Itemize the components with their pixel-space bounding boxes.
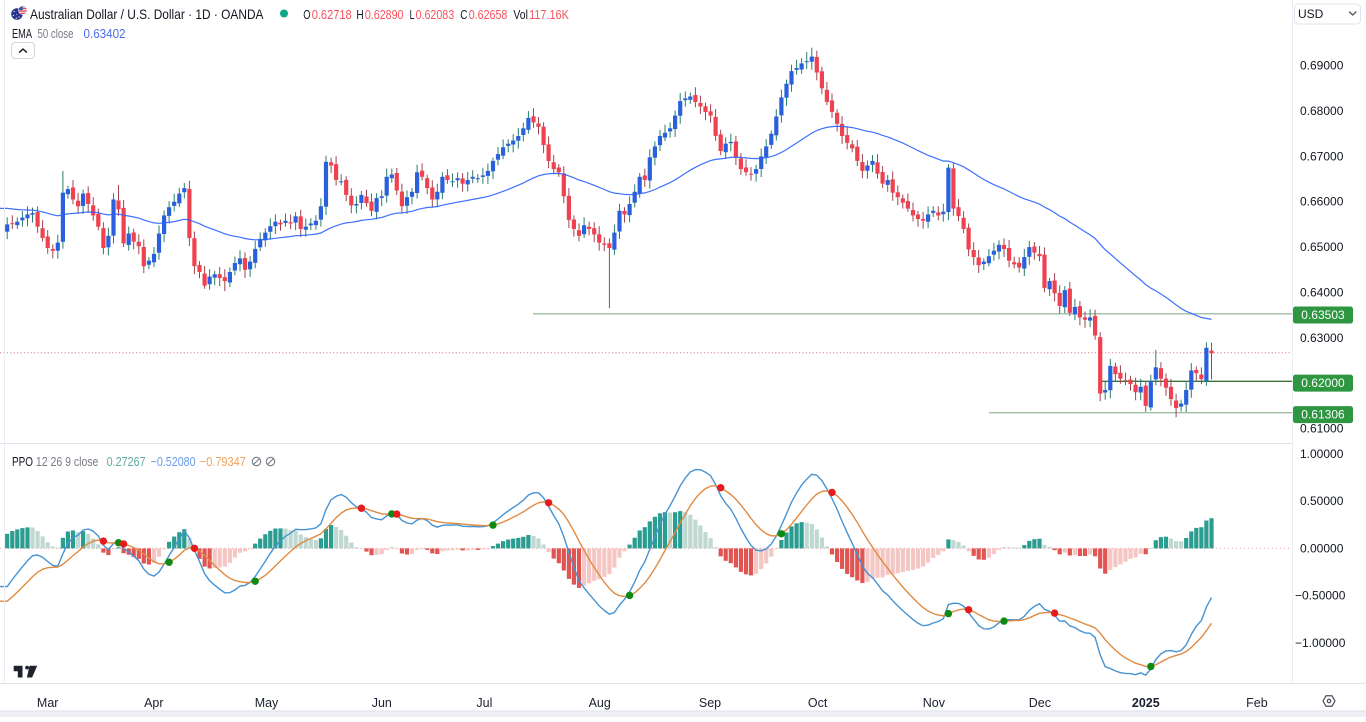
svg-text:2025: 2025	[1132, 696, 1160, 710]
svg-text:Nov: Nov	[923, 696, 946, 710]
svg-text:Sep: Sep	[699, 696, 721, 710]
svg-text:0.63000: 0.63000	[1300, 331, 1344, 345]
svg-text:0.62000: 0.62000	[1301, 376, 1345, 390]
svg-text:0.66000: 0.66000	[1300, 195, 1344, 209]
svg-text:−1.00000: −1.00000	[1295, 636, 1346, 650]
svg-text:Jun: Jun	[372, 696, 392, 710]
svg-text:0.67000: 0.67000	[1300, 149, 1344, 163]
svg-text:0.27267: 0.27267	[107, 454, 146, 469]
svg-text:Apr: Apr	[144, 696, 163, 710]
svg-text:0.68000: 0.68000	[1300, 104, 1344, 118]
svg-text:0.00000: 0.00000	[1300, 541, 1344, 555]
svg-text:0.69000: 0.69000	[1300, 59, 1344, 73]
svg-text:50 close: 50 close	[38, 26, 74, 41]
svg-text:0.50000: 0.50000	[1300, 494, 1344, 508]
svg-text:−0.52080: −0.52080	[151, 454, 196, 469]
svg-text:Jul: Jul	[476, 696, 492, 710]
svg-text:0.63402: 0.63402	[84, 26, 126, 41]
svg-text:PPO: PPO	[12, 454, 33, 469]
svg-text:Feb: Feb	[1246, 696, 1268, 710]
svg-text:Oct: Oct	[808, 696, 828, 710]
svg-text:−0.50000: −0.50000	[1295, 589, 1346, 603]
svg-text:0.61000: 0.61000	[1300, 422, 1344, 436]
svg-text:H: H	[356, 7, 363, 22]
svg-text:117.16K: 117.16K	[529, 7, 569, 22]
svg-text:0.65000: 0.65000	[1300, 240, 1344, 254]
svg-text:−0.79347: −0.79347	[200, 454, 246, 469]
svg-text:Australian Dollar / U.S. Dolla: Australian Dollar / U.S. Dollar · 1D · O…	[30, 6, 264, 22]
svg-text:Vol: Vol	[513, 7, 528, 22]
svg-text:Mar: Mar	[37, 696, 59, 710]
svg-text:EMA: EMA	[12, 26, 32, 41]
svg-text:May: May	[255, 696, 279, 710]
svg-text:1.00000: 1.00000	[1300, 447, 1344, 461]
svg-text:O: O	[303, 7, 310, 22]
svg-text:Aug: Aug	[589, 696, 611, 710]
svg-text:Dec: Dec	[1029, 696, 1051, 710]
svg-text:0.61306: 0.61306	[1301, 408, 1345, 422]
svg-text:0.64000: 0.64000	[1300, 285, 1344, 299]
svg-text:12 26 9 close: 12 26 9 close	[36, 454, 99, 469]
svg-text:C: C	[460, 7, 467, 22]
svg-text:USD: USD	[1298, 7, 1324, 21]
svg-text:L: L	[410, 7, 415, 22]
svg-text:0.62658: 0.62658	[469, 7, 508, 22]
svg-text:0.62890: 0.62890	[365, 7, 404, 22]
svg-text:0.62718: 0.62718	[312, 7, 352, 22]
svg-text:0.63503: 0.63503	[1301, 308, 1345, 322]
svg-text:0.62083: 0.62083	[416, 7, 455, 22]
